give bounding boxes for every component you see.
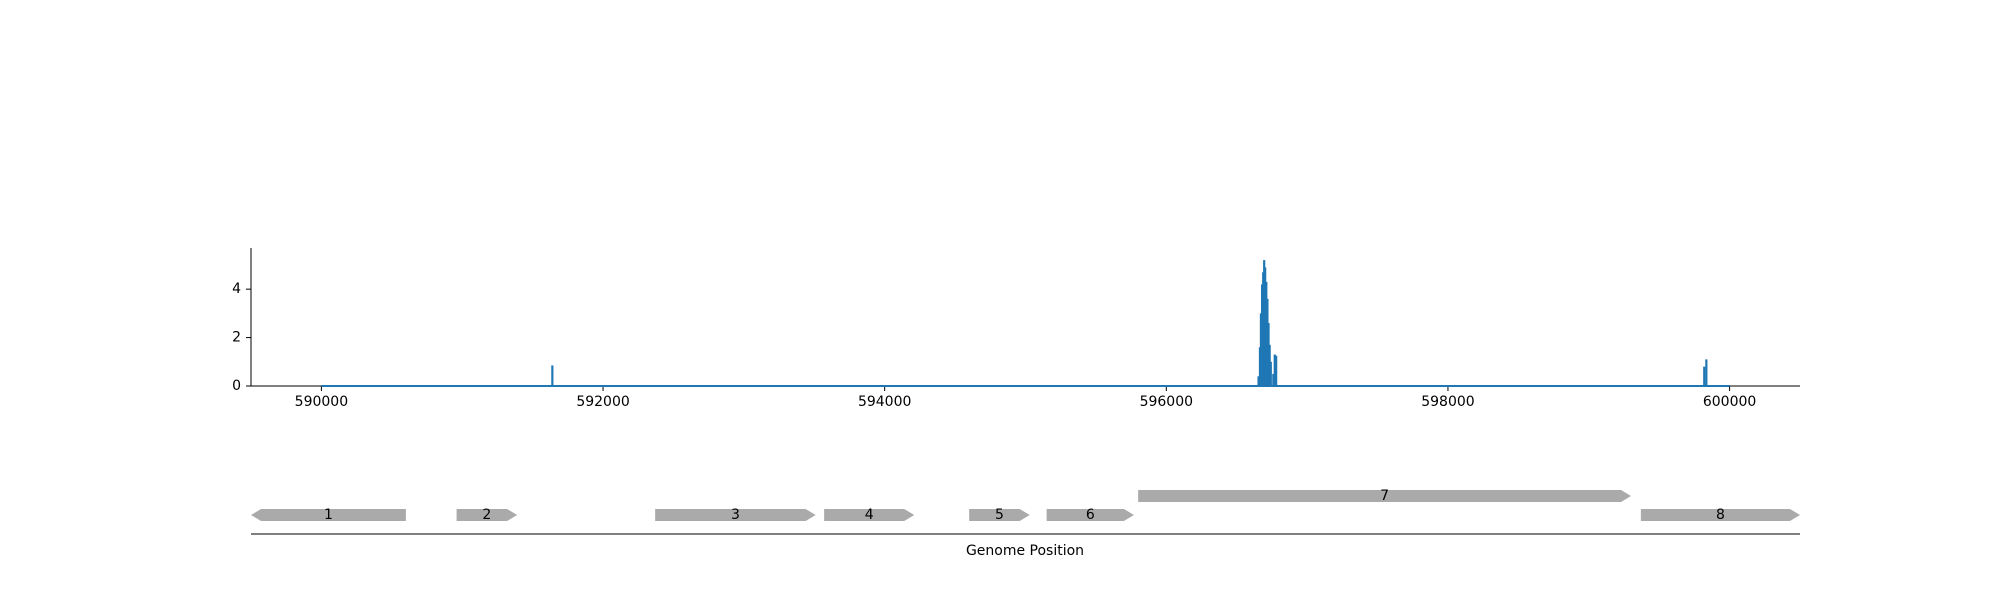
gene-feature-6 — [1046, 509, 1134, 521]
gene-feature-8 — [1640, 509, 1800, 521]
gene-label: 7 — [1380, 488, 1389, 504]
gene-label: 6 — [1086, 507, 1095, 523]
gene-track-panel: 1 2 3 4 5 6 7 8 Genome Position — [251, 488, 1800, 559]
y-tick-label: 4 — [232, 281, 241, 297]
gene-feature-5 — [969, 509, 1030, 521]
gene-label: 1 — [324, 507, 333, 523]
gene-label: 5 — [995, 507, 1004, 523]
x-tick-label: 596000 — [1140, 394, 1193, 410]
gene-label: 3 — [731, 507, 740, 523]
coverage-series — [321, 260, 1730, 387]
gene-feature-1 — [251, 509, 406, 521]
gene-label: 8 — [1716, 507, 1725, 523]
gene-label: 4 — [865, 507, 874, 523]
x-tick-label: 592000 — [576, 394, 629, 410]
gene-label: 2 — [482, 507, 491, 523]
gene-feature-7 — [1138, 490, 1632, 502]
coverage-panel: 0 2 4 590000 592000 594000 596000 598000 600000 — [232, 248, 1800, 410]
x-tick-label: 598000 — [1421, 394, 1474, 410]
x-tick-label: 600000 — [1703, 394, 1756, 410]
gene-feature-3 — [655, 509, 816, 521]
gene-feature-4 — [824, 509, 915, 521]
x-tick-label: 594000 — [858, 394, 911, 410]
x-tick-label: 590000 — [295, 394, 348, 410]
gene-track-xlabel: Genome Position — [966, 543, 1084, 559]
x-ticks: 590000 592000 594000 596000 598000 600000 — [295, 386, 1756, 410]
gene-feature-2 — [456, 509, 518, 521]
gene-features: 1 2 3 4 5 6 7 8 — [251, 488, 1800, 523]
y-tick-label: 2 — [232, 330, 241, 346]
y-ticks: 0 2 4 — [232, 281, 251, 394]
y-tick-label: 0 — [232, 378, 241, 394]
